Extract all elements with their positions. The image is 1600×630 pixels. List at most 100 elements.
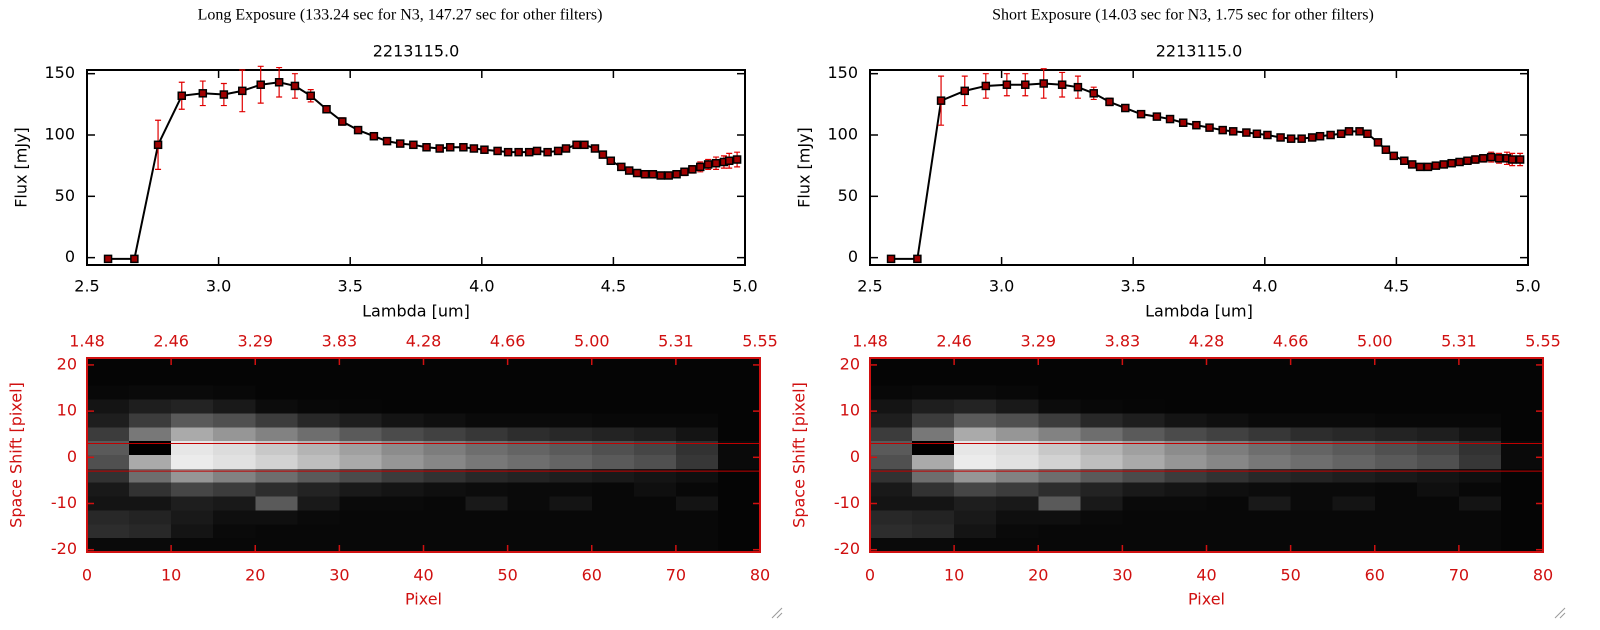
image-pixel <box>996 482 1039 498</box>
image-pixel <box>129 468 172 484</box>
data-point <box>1002 80 1012 89</box>
image-pixel <box>1290 399 1334 415</box>
image-pixel <box>1206 524 1250 539</box>
x-tick-label: 10 <box>944 566 964 585</box>
x2-tick-label: 5.00 <box>1357 332 1393 351</box>
image-pixel <box>255 385 298 401</box>
y-axis-label: Flux [mJy] <box>12 127 31 208</box>
data-point <box>640 169 650 179</box>
data-point <box>1463 156 1472 166</box>
image-pixel <box>1080 358 1123 373</box>
data-point <box>198 89 208 98</box>
image-pixel <box>1500 455 1544 470</box>
image-pixel <box>912 538 955 553</box>
image-pixel <box>870 399 913 415</box>
image-pixel <box>1038 385 1081 401</box>
image-pixel <box>1248 399 1292 415</box>
image-pixel <box>1038 496 1081 512</box>
x-tick-label: 30 <box>329 566 349 585</box>
image-pixel <box>507 468 551 484</box>
image-pixel <box>465 455 509 470</box>
image-pixel <box>1248 441 1292 456</box>
image-pixel <box>1164 385 1208 401</box>
image-pixel <box>1290 371 1334 387</box>
image-pixel <box>549 371 593 387</box>
data-point <box>1389 151 1399 161</box>
image-pixel <box>213 399 256 415</box>
image-pixel <box>87 468 130 484</box>
image-pixel <box>1500 510 1544 525</box>
y-tick-label: 100 <box>827 125 858 144</box>
image-pixel <box>717 455 761 470</box>
data-point <box>274 78 284 87</box>
data-point <box>553 146 563 156</box>
image-pixel <box>912 482 955 498</box>
image-pixel <box>381 524 425 539</box>
image-pixel <box>633 358 677 373</box>
data-point <box>435 144 444 153</box>
image-pixel <box>717 482 761 498</box>
image-pixel <box>870 413 913 428</box>
image-pixel <box>255 441 298 456</box>
image-pixel <box>912 524 955 539</box>
image-pixel <box>129 413 172 428</box>
image-pixel <box>549 455 593 470</box>
image-pixel <box>255 358 298 373</box>
image-pixel <box>1080 468 1123 484</box>
chart-title: 2213115.0 <box>373 42 460 61</box>
image-pixel <box>1458 482 1502 498</box>
image-pixel <box>912 427 955 442</box>
image-pixel <box>1416 371 1460 387</box>
image-pixel <box>297 496 340 512</box>
image-pixel <box>129 510 172 525</box>
y-axis-label: Space Shift [pixel] <box>7 382 26 528</box>
data-point <box>177 91 187 101</box>
image-pixel <box>1374 455 1418 470</box>
image-pixel <box>870 427 913 442</box>
image-pixel <box>675 538 719 553</box>
image-pixel <box>1374 441 1418 456</box>
image-pixel <box>870 441 913 456</box>
image-pixel <box>171 496 214 512</box>
image-pixel <box>339 496 383 512</box>
image-pixel <box>1248 455 1292 470</box>
image-pixel <box>1164 496 1208 512</box>
image-pixel <box>213 538 256 553</box>
image-pixel <box>1332 524 1376 539</box>
x2-tick-label: 3.29 <box>237 332 273 351</box>
image-pixel <box>1290 358 1334 373</box>
y-axis-label: Space Shift [pixel] <box>790 382 809 528</box>
image-pixel <box>1290 413 1334 428</box>
image-pixel <box>549 538 593 553</box>
image-pixel <box>381 468 425 484</box>
y-tick-label: -10 <box>51 493 77 512</box>
image-pixel <box>213 510 256 525</box>
image-pixel <box>507 441 551 456</box>
y-tick-label: 10 <box>840 401 860 420</box>
image-pixel <box>1038 399 1081 415</box>
image-pixel <box>870 455 913 470</box>
image-pixel <box>954 358 997 373</box>
image-pixel <box>549 482 593 498</box>
image-pixel <box>1374 496 1418 512</box>
image-pixel <box>381 441 425 456</box>
image-pixel <box>1458 385 1502 401</box>
data-point <box>1355 127 1364 136</box>
image-pixel <box>1248 358 1292 373</box>
x-tick-label: 0 <box>865 566 875 585</box>
image-pixel <box>996 441 1039 456</box>
image-pixel <box>1332 510 1376 525</box>
data-point <box>369 131 379 141</box>
image-pixel <box>1458 468 1502 484</box>
image-pixel <box>1458 524 1502 539</box>
data-point <box>913 254 922 264</box>
image-pixel <box>1038 427 1081 442</box>
image-pixel <box>1374 371 1418 387</box>
image-pixel <box>954 371 997 387</box>
image-pixel <box>1206 358 1250 373</box>
image-pixel <box>1206 468 1250 484</box>
data-point <box>572 140 581 150</box>
image-pixel <box>255 468 298 484</box>
panel-heading: Short Exposure (14.03 sec for N3, 1.75 s… <box>992 7 1374 24</box>
image-pixel <box>1290 441 1334 456</box>
